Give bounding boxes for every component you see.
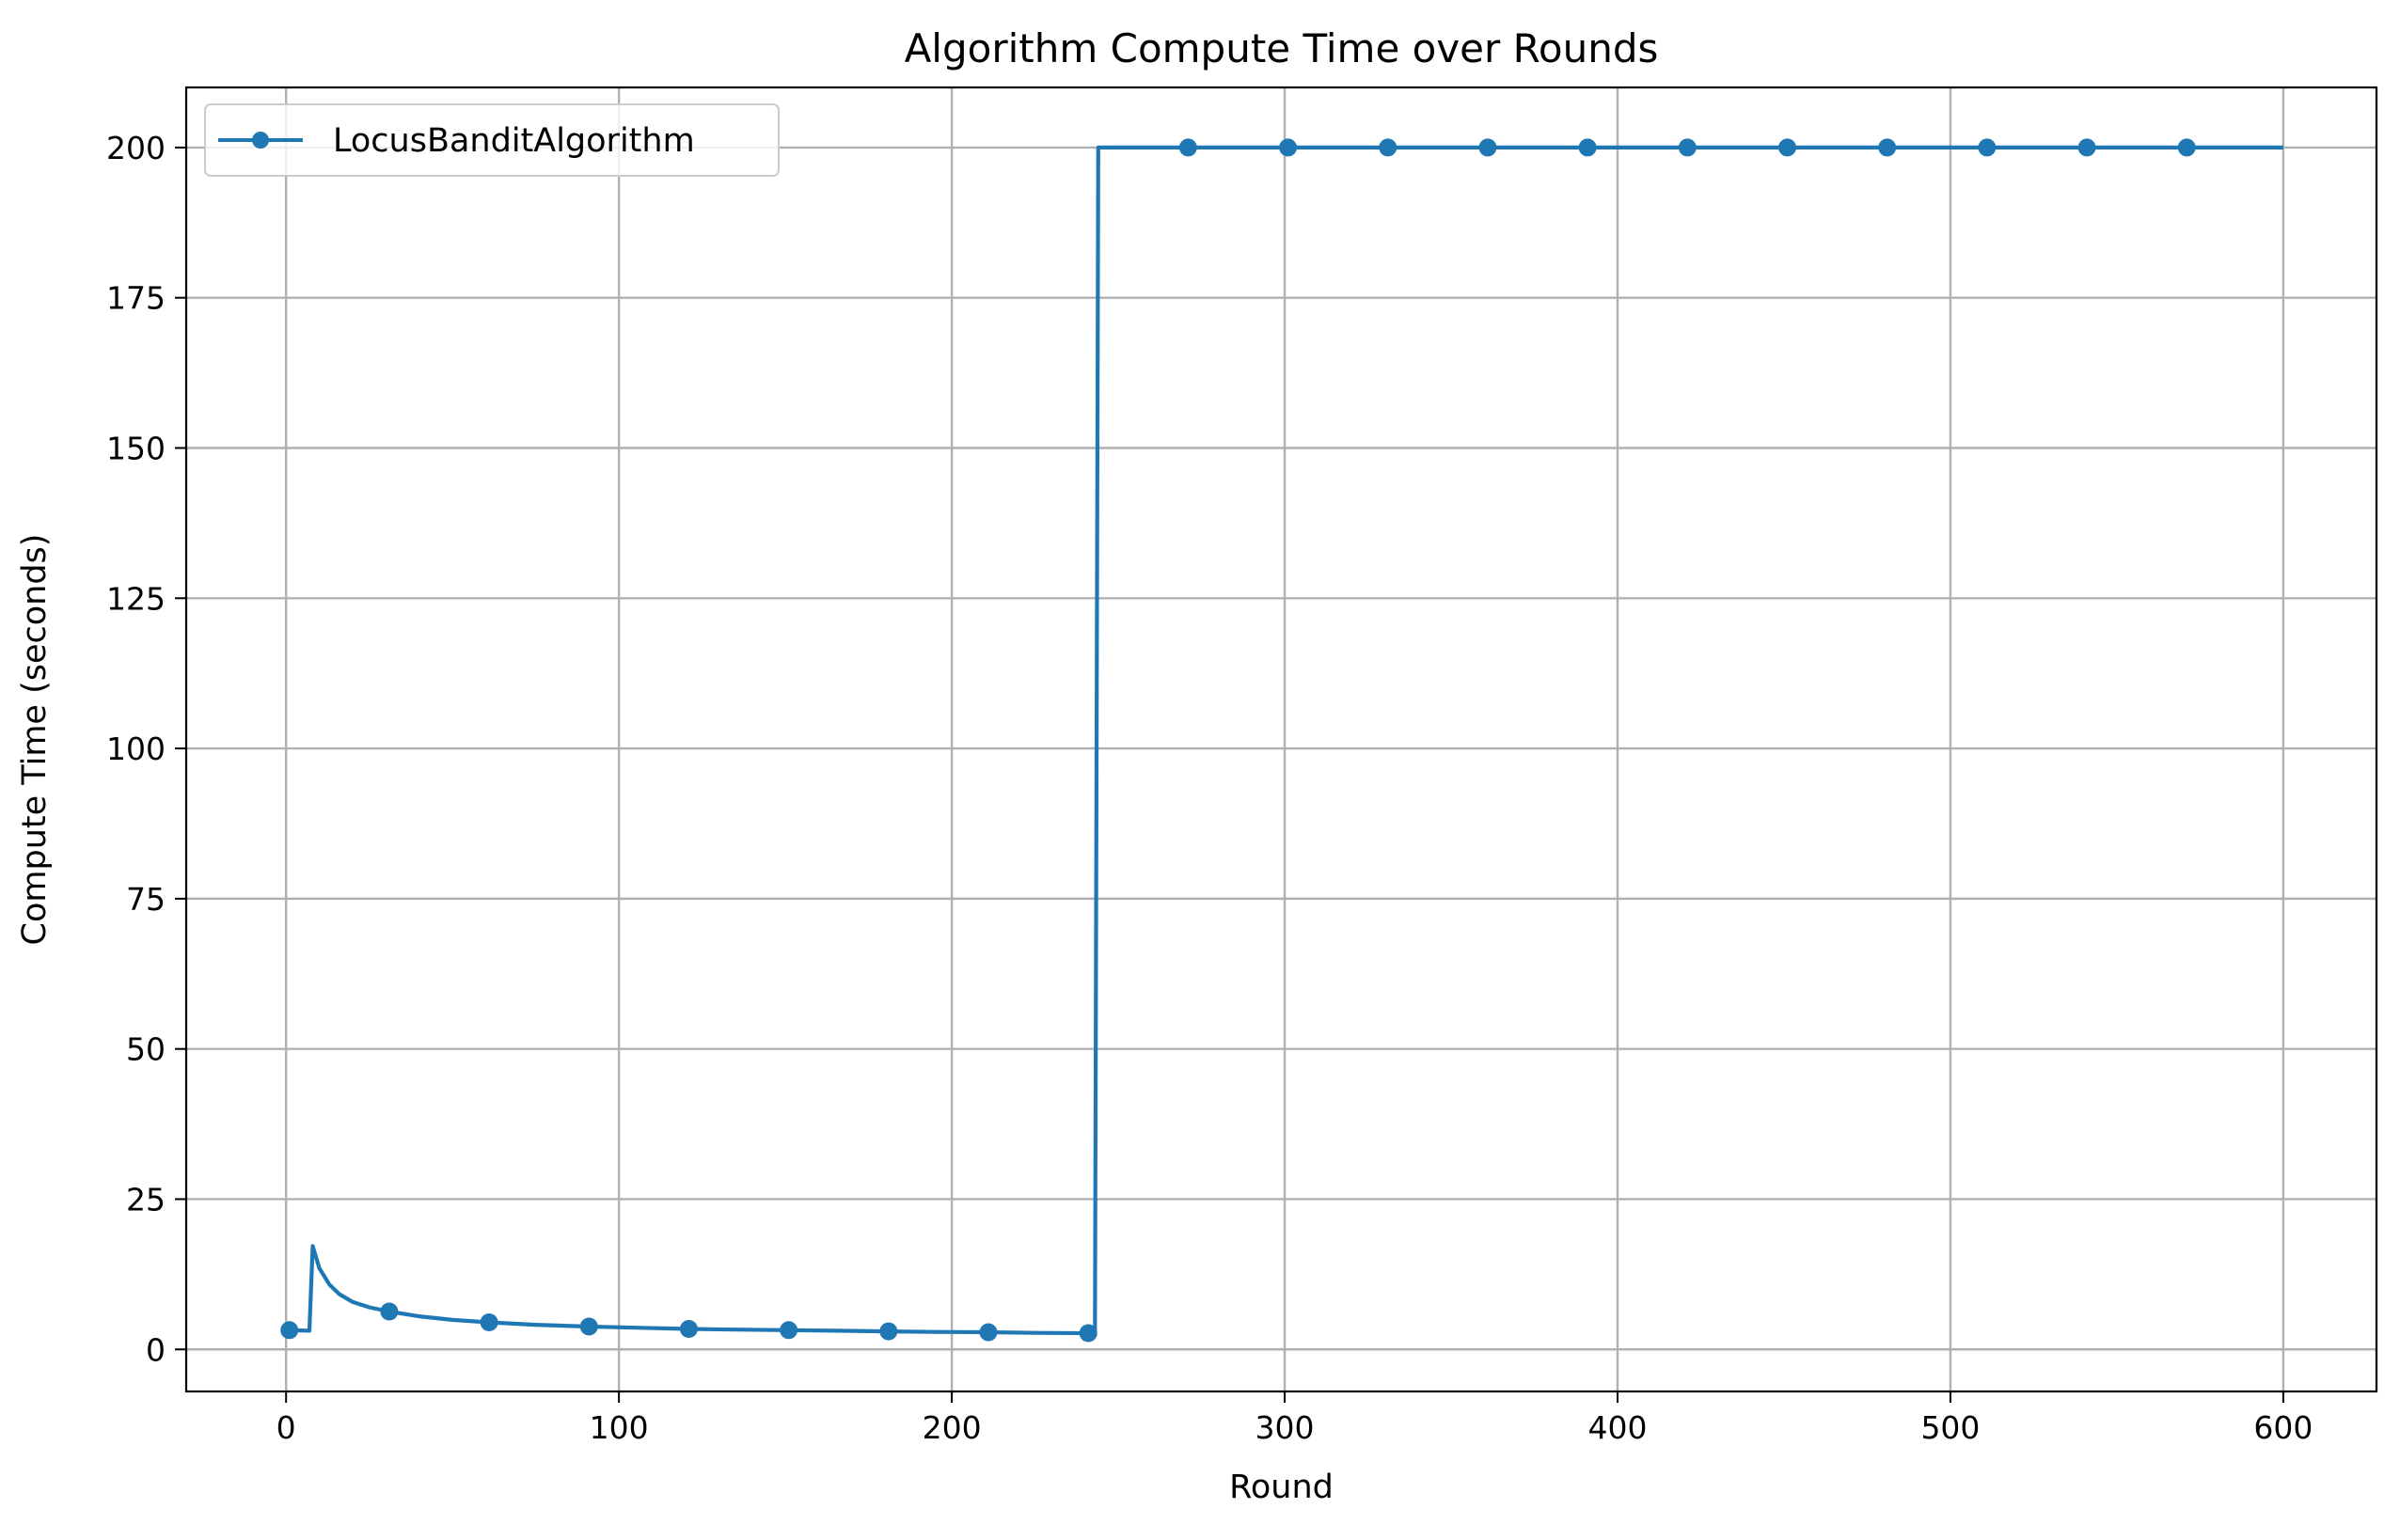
data-point	[1079, 1324, 1097, 1343]
data-point	[1878, 138, 1897, 157]
x-tick-label: 100	[590, 1409, 649, 1446]
data-point	[1678, 138, 1697, 157]
chart-title: Algorithm Compute Time over Rounds	[905, 25, 1659, 71]
x-tick-label: 600	[2253, 1409, 2313, 1446]
data-point	[1478, 138, 1497, 157]
series-layer	[280, 138, 2283, 1343]
x-tick-label: 400	[1587, 1409, 1647, 1446]
y-tick-label: 50	[126, 1031, 166, 1068]
data-point	[2077, 138, 2096, 157]
legend-label: LocusBanditAlgorithm	[333, 122, 695, 160]
data-point	[1978, 138, 1997, 157]
legend: LocusBanditAlgorithm	[204, 103, 780, 177]
y-tick-label: 0	[146, 1331, 166, 1368]
legend-box	[204, 103, 780, 177]
series-line	[289, 145, 2283, 1336]
data-point	[1178, 138, 1197, 157]
data-point	[780, 1321, 798, 1340]
y-axis-label: Compute Time (seconds)	[16, 534, 54, 946]
data-point	[1578, 138, 1597, 157]
x-tick-label: 0	[276, 1409, 296, 1446]
data-point	[480, 1312, 498, 1331]
data-point	[1379, 138, 1397, 157]
data-point	[879, 1322, 898, 1341]
x-tick-label: 500	[1920, 1409, 1980, 1446]
x-axis-label: Round	[1229, 1469, 1334, 1506]
y-tick-label: 100	[106, 731, 166, 767]
y-tick-label: 150	[106, 431, 166, 467]
y-tick-label: 175	[106, 280, 166, 317]
data-point	[679, 1320, 698, 1339]
y-tick-label: 75	[126, 881, 166, 918]
x-axis: 0 100 200 300 400 500 600	[276, 1391, 2313, 1446]
legend-marker-swatch	[252, 132, 269, 149]
data-point	[2177, 138, 2196, 157]
y-axis: 0 25 50 75 100 125 150 175 200	[106, 130, 186, 1368]
y-tick-label: 125	[106, 580, 166, 617]
plot-frame	[184, 86, 2378, 1393]
data-point	[979, 1323, 998, 1342]
x-tick-label: 200	[923, 1409, 982, 1446]
data-point	[280, 1321, 299, 1340]
data-point	[579, 1317, 598, 1336]
x-tick-label: 300	[1255, 1409, 1315, 1446]
y-tick-label: 200	[106, 130, 166, 166]
data-point	[380, 1302, 399, 1321]
data-point	[1778, 138, 1797, 157]
data-point	[1279, 138, 1298, 157]
grid-lines	[186, 87, 2376, 1391]
y-tick-label: 25	[126, 1181, 166, 1218]
